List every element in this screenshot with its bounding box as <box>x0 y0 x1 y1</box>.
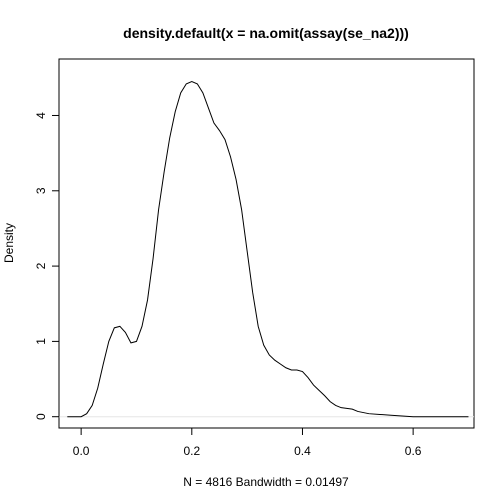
y-tick-label: 0 <box>34 413 48 420</box>
x-tick-label: 0.0 <box>73 444 90 458</box>
chart-title: density.default(x = na.omit(assay(se_na2… <box>123 25 409 41</box>
x-axis-label: N = 4816 Bandwidth = 0.01497 <box>183 475 349 489</box>
plot-frame <box>58 58 475 429</box>
y-axis-label: Density <box>2 223 16 263</box>
y-tick-label: 4 <box>34 112 48 119</box>
x-tick-label: 0.4 <box>294 444 311 458</box>
y-tick-label: 3 <box>34 187 48 194</box>
y-axis: 0 1 2 3 4 <box>34 112 60 420</box>
density-curve <box>67 81 469 418</box>
x-axis: 0.0 0.2 0.4 0.6 <box>73 427 422 458</box>
x-tick-label: 0.2 <box>183 444 200 458</box>
x-tick-label: 0.6 <box>405 444 422 458</box>
y-tick-label: 1 <box>34 338 48 345</box>
y-tick-label: 2 <box>34 262 48 269</box>
